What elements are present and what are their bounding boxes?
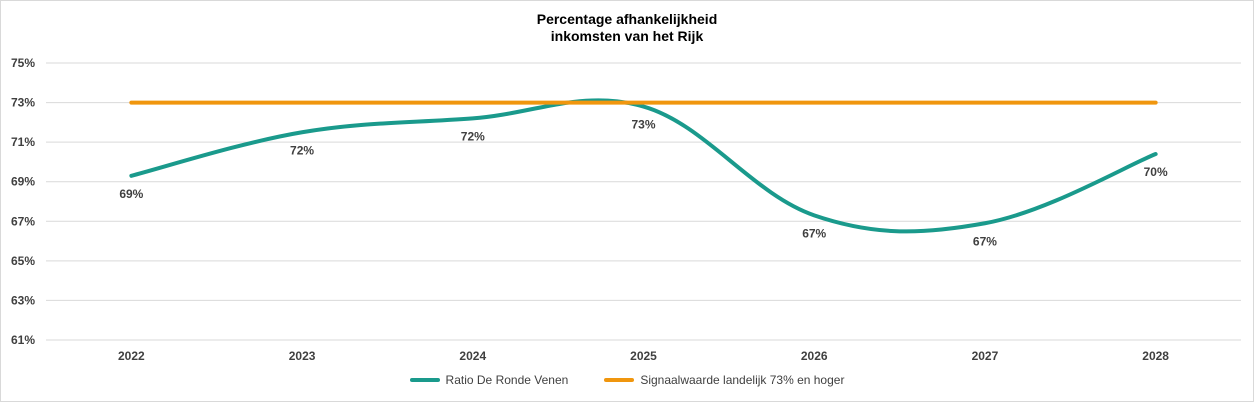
legend: Ratio De Ronde Venen Signaalwaarde lande… (1, 373, 1253, 387)
data-label-ratio-0: 69% (119, 187, 143, 201)
y-tick-label-1: 63% (11, 293, 35, 307)
x-tick-label-5: 2027 (972, 349, 999, 363)
data-label-ratio-1: 72% (290, 143, 314, 157)
data-label-ratio-4: 67% (802, 226, 826, 240)
y-tick-label-5: 71% (11, 135, 35, 149)
y-tick-label-4: 69% (11, 175, 35, 189)
y-tick-label-0: 61% (11, 333, 35, 347)
data-label-ratio-6: 70% (1144, 165, 1168, 179)
x-tick-label-2: 2024 (459, 349, 486, 363)
x-tick-label-4: 2026 (801, 349, 828, 363)
y-tick-label-3: 67% (11, 214, 35, 228)
data-label-ratio-3: 73% (631, 118, 655, 132)
legend-swatch-signaalwaarde (604, 378, 635, 382)
data-label-ratio-5: 67% (973, 234, 997, 248)
chart-title: Percentage afhankelijkheid inkomsten van… (1, 11, 1253, 45)
x-tick-label-3: 2025 (630, 349, 657, 363)
legend-item-signaalwaarde: Signaalwaarde landelijk 73% en hoger (604, 373, 844, 387)
series-line-ratio (129, 98, 1158, 234)
x-tick-label-0: 2022 (118, 349, 145, 363)
legend-label-signaalwaarde: Signaalwaarde landelijk 73% en hoger (640, 373, 845, 387)
y-tick-label-2: 65% (11, 254, 35, 268)
legend-swatch-ratio (409, 378, 440, 382)
legend-item-ratio: Ratio De Ronde Venen (409, 373, 569, 387)
x-tick-label-6: 2028 (1142, 349, 1169, 363)
chart-title-line-1: Percentage afhankelijkheid (536, 11, 718, 27)
y-tick-label-7: 75% (11, 56, 35, 70)
chart-title-line-2: inkomsten van het Rijk (550, 28, 704, 44)
y-tick-label-6: 73% (11, 96, 35, 110)
data-label-ratio-2: 72% (461, 129, 485, 143)
legend-label-ratio: Ratio De Ronde Venen (445, 373, 569, 387)
x-tick-label-1: 2023 (289, 349, 316, 363)
